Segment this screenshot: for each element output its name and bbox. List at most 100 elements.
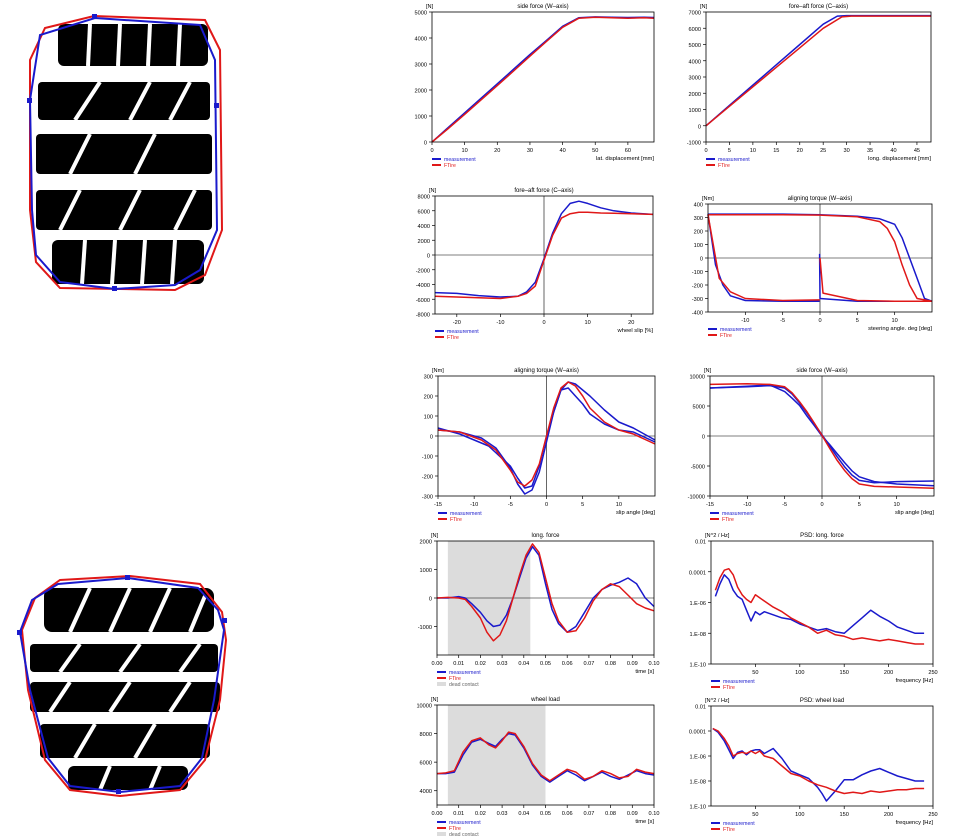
x-tick-label: 10	[462, 148, 468, 154]
chart-p4: -400 -300 -200 -100 0 100 200 300 400 -10 -5 0 5 10 al…	[692, 196, 933, 339]
x-tick-label: 0	[542, 320, 545, 326]
unit-label: [N]	[426, 4, 434, 10]
contour-marker	[125, 575, 130, 580]
dead-contact-region	[447, 705, 546, 805]
series-line-ftire	[712, 727, 925, 795]
y-tick-label: 100	[694, 243, 703, 249]
y-tick-label: 1.E-08	[690, 780, 706, 786]
y-tick-label: 0	[702, 435, 705, 441]
plot-frame	[437, 375, 656, 497]
y-tick-label: 0.01	[695, 540, 706, 546]
x-tick-label: 0.09	[627, 811, 638, 817]
plot-frame	[710, 705, 934, 807]
y-tick-label: -100	[422, 455, 433, 461]
tread-row	[38, 82, 210, 120]
y-tick-label: -10000	[688, 495, 705, 501]
contour-marker	[222, 618, 227, 623]
x-tick-label: 10	[892, 318, 898, 324]
x-tick-label: 50	[752, 812, 758, 818]
legend-label: FTire	[447, 335, 459, 341]
y-tick-label: 2000	[418, 239, 430, 245]
legend-label: FTire	[444, 163, 456, 169]
x-axis-label: slip angle [deg]	[616, 510, 655, 516]
contour-marker	[214, 103, 219, 108]
x-tick-label: -5	[782, 502, 787, 508]
contour-marker	[112, 286, 117, 291]
x-tick-label: 5	[728, 148, 731, 154]
x-axis-label: frequency [Hz]	[896, 678, 934, 684]
y-tick-label: 0	[429, 597, 432, 603]
chart-title: fore–aft force (C–axis)	[514, 188, 573, 194]
plot-frame	[434, 195, 654, 315]
legend-label: measurement	[723, 821, 755, 827]
y-tick-label: 1000	[689, 108, 701, 114]
x-tick-label: 0.07	[583, 661, 594, 667]
x-tick-label: 0.05	[540, 661, 551, 667]
y-tick-label: -200	[422, 475, 433, 481]
x-tick-label: -5	[508, 502, 513, 508]
y-tick-label: 5000	[415, 11, 427, 17]
x-tick-label: 0.06	[562, 811, 573, 817]
y-tick-label: 7000	[689, 11, 701, 17]
footprint-top	[27, 14, 224, 292]
x-tick-label: 5	[858, 502, 861, 508]
unit-label: [N^2 / Hz]	[705, 698, 730, 704]
x-tick-label: 0.02	[475, 811, 486, 817]
chart-title: aligning torque (W–axis)	[788, 196, 853, 202]
unit-label: [N]	[431, 697, 439, 703]
plot-area	[706, 12, 931, 142]
chart-title: side force (W–axis)	[796, 368, 847, 374]
tread-row	[58, 24, 208, 66]
y-tick-label: 4000	[420, 789, 432, 795]
contour-marker	[92, 14, 97, 19]
x-tick-label: 100	[795, 812, 804, 818]
x-axis-label: wheel slip [%]	[617, 328, 654, 334]
unit-label: [N]	[700, 4, 708, 10]
x-tick-label: 0.06	[562, 661, 573, 667]
y-tick-label: 1.E-10	[690, 663, 706, 669]
y-tick-label: -1000	[418, 625, 432, 631]
contour-marker	[27, 98, 32, 103]
series-line-ftire	[436, 731, 655, 782]
y-tick-label: 0.0001	[689, 730, 706, 736]
chart-p8: 0.01 0.0001 1.E-06 1.E-08 1.E-10 50 100 150 200 2…	[689, 533, 938, 691]
chart-title: PSD: wheel load	[800, 698, 844, 704]
y-tick-label: -100	[692, 270, 703, 276]
chart-p7: -1000 0 1000 2000 0.00 0.01 0.02 0.03 0.04 0.05 0.…	[418, 533, 660, 688]
unit-label: [N]	[704, 368, 712, 374]
series-line-measurement	[437, 387, 656, 495]
y-tick-label: 1.E-10	[690, 805, 706, 811]
y-tick-label: 2000	[689, 92, 701, 98]
x-tick-label: 0.00	[432, 661, 443, 667]
legend-label: FTire	[449, 826, 461, 832]
tread-row	[30, 682, 220, 712]
y-tick-label: -1000	[687, 141, 701, 147]
x-tick-label: -10	[470, 502, 478, 508]
tread-row	[36, 190, 212, 230]
series-line-ftire	[431, 16, 655, 143]
tread-rows	[30, 587, 220, 791]
y-tick-label: -2000	[416, 268, 430, 274]
x-tick-label: 0.00	[432, 811, 443, 817]
tread-row	[52, 240, 204, 284]
x-axis-label: long. displacement [mm]	[868, 156, 931, 162]
unit-label: [Nm]	[702, 196, 714, 202]
x-tick-label: 0.08	[605, 661, 616, 667]
x-tick-label: 0.09	[627, 661, 638, 667]
series-line-ftire	[437, 381, 656, 487]
y-tick-label: 3000	[689, 76, 701, 82]
x-tick-label: 0.07	[583, 811, 594, 817]
legend-label: measurement	[722, 511, 754, 517]
legend-label: FTire	[723, 685, 735, 691]
x-tick-label: 250	[928, 812, 937, 818]
x-tick-label: 0	[818, 318, 821, 324]
plot-frame	[436, 540, 655, 656]
plot-frame	[707, 203, 933, 313]
x-tick-label: 0.04	[518, 811, 529, 817]
x-tick-label: 0	[545, 502, 548, 508]
y-tick-label: 2000	[415, 89, 427, 95]
x-tick-label: -15	[434, 502, 442, 508]
x-axis-label: time [s]	[635, 819, 654, 825]
contour-marker	[17, 630, 22, 635]
